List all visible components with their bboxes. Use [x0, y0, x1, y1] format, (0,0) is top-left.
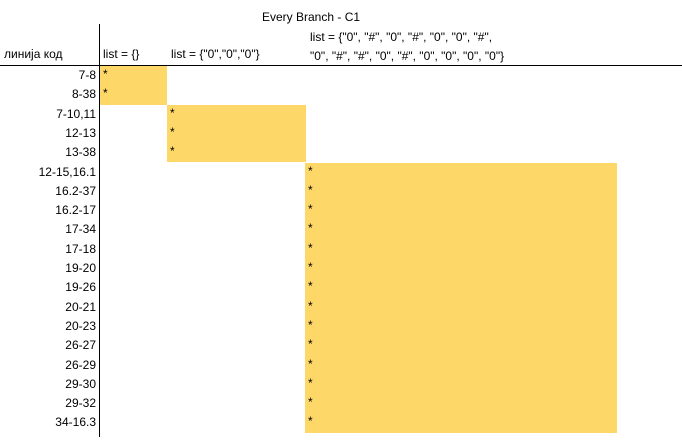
row-label[interactable]: 20-23	[65, 318, 96, 333]
row-label[interactable]: 20-21	[65, 299, 96, 314]
header-divider	[100, 65, 682, 66]
coverage-mark[interactable]: *	[170, 124, 175, 139]
coverage-mark[interactable]: *	[308, 375, 313, 390]
coverage-mark[interactable]: *	[308, 202, 313, 217]
label-column-divider	[99, 24, 100, 437]
row-label[interactable]: 7-10,11	[56, 106, 96, 121]
coverage-mark[interactable]: *	[170, 144, 175, 159]
coverage-mark[interactable]: *	[308, 356, 313, 371]
coverage-mark[interactable]: *	[308, 414, 313, 429]
sheet-title: Every Branch - C1	[262, 10, 361, 24]
coverage-mark[interactable]: *	[308, 182, 313, 197]
column-header-line-code[interactable]: линија код	[4, 47, 63, 61]
row-label[interactable]: 34-16.3	[55, 415, 96, 430]
coverage-mark[interactable]: *	[308, 163, 313, 178]
row-label[interactable]: 17-18	[65, 241, 96, 256]
coverage-mark[interactable]: *	[103, 67, 108, 81]
row-label[interactable]: 12-13	[65, 125, 96, 140]
coverage-mark[interactable]: *	[308, 221, 313, 236]
coverage-mark[interactable]: *	[308, 317, 313, 332]
row-label[interactable]: 26-29	[65, 357, 96, 372]
coverage-mark[interactable]: *	[308, 395, 313, 410]
highlight-block	[305, 162, 617, 433]
row-label[interactable]: 29-32	[65, 396, 96, 411]
row-label[interactable]: 12-15,16.1	[38, 164, 96, 179]
coverage-mark[interactable]: *	[308, 240, 313, 255]
highlight-block	[100, 66, 167, 105]
coverage-mark[interactable]: *	[308, 298, 313, 313]
column-header-list-16-line2: "0", "#", "#", "0", "#", "0", "0", "0", …	[310, 49, 505, 63]
coverage-mark[interactable]: *	[308, 279, 313, 294]
row-label[interactable]: 7-8	[78, 68, 96, 82]
column-header-list-16[interactable]: list = {"0", "#", "0", "#", "0", "0", "#…	[310, 28, 570, 66]
row-label[interactable]: 8-38	[71, 87, 96, 102]
row-label[interactable]: 16.2-37	[55, 183, 96, 198]
coverage-mark[interactable]: *	[170, 105, 175, 120]
row-label[interactable]: 17-34	[65, 222, 96, 237]
row-label[interactable]: 16.2-17	[55, 203, 96, 218]
row-label[interactable]: 19-20	[65, 261, 96, 275]
column-header-list-16-line1: list = {"0", "#", "0", "#", "0", "0", "#…	[310, 30, 493, 44]
row-label[interactable]: 26-27	[65, 338, 96, 353]
coverage-mark[interactable]: *	[308, 260, 313, 274]
row-label[interactable]: 13-38	[65, 145, 96, 160]
coverage-mark[interactable]: *	[308, 337, 313, 352]
row-label[interactable]: 29-30	[65, 376, 96, 391]
header-divider-left	[0, 65, 100, 66]
column-header-empty-list[interactable]: list = {}	[103, 47, 140, 61]
row-label[interactable]: 19-26	[65, 280, 96, 295]
column-header-list-3[interactable]: list = {"0","0","0"}	[171, 47, 260, 61]
highlight-block	[167, 104, 306, 163]
coverage-mark[interactable]: *	[103, 86, 108, 101]
